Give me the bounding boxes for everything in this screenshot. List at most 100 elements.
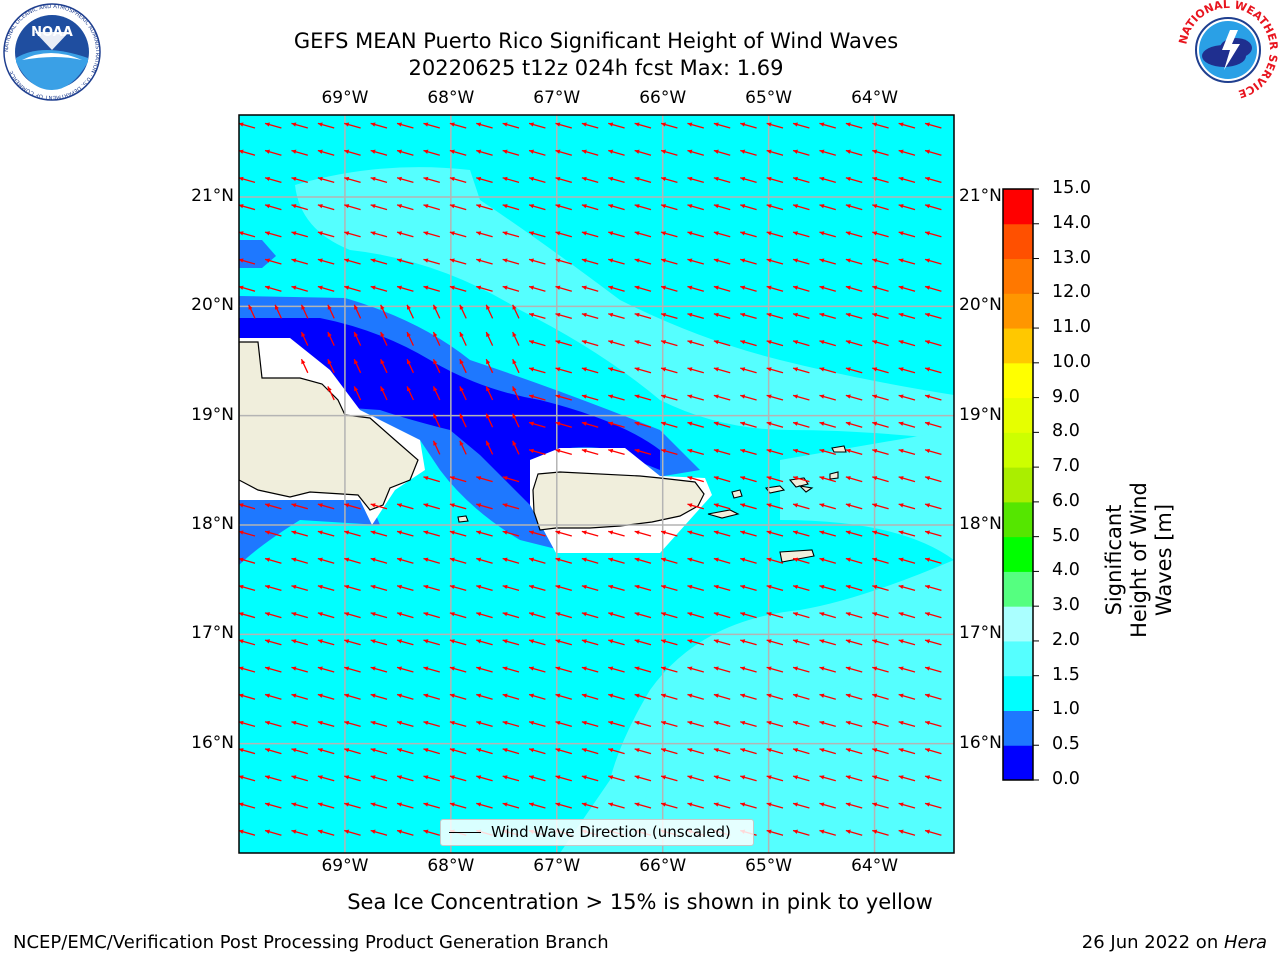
wave-direction-arrowhead bbox=[529, 748, 534, 753]
wave-direction-arrowhead bbox=[687, 666, 693, 671]
wave-direction-arrowhead bbox=[581, 775, 587, 780]
colorbar-level-label: 10.0 bbox=[1052, 351, 1091, 372]
wave-direction-arrowhead bbox=[354, 359, 359, 365]
wave-direction-arrowhead bbox=[713, 204, 719, 209]
wave-direction-arrowhead bbox=[423, 666, 429, 671]
wave-direction-arrowhead bbox=[634, 802, 640, 807]
wave-direction-arrowhead bbox=[740, 176, 746, 182]
wave-direction-arrowhead bbox=[872, 476, 878, 481]
wave-direction-arrowhead bbox=[370, 666, 376, 671]
wave-direction-arrowhead bbox=[512, 304, 517, 310]
wave-direction-arrowhead bbox=[766, 394, 772, 399]
wave-direction-arrowhead bbox=[555, 748, 561, 753]
wave-direction-arrowhead bbox=[423, 802, 429, 807]
wave-direction-arrowhead bbox=[661, 149, 666, 154]
lat-tick-label-left: 20°N bbox=[191, 295, 234, 316]
wave-direction-arrowhead bbox=[265, 285, 270, 290]
wave-direction-arrowhead bbox=[608, 693, 614, 698]
wave-direction-arrowhead bbox=[423, 829, 429, 834]
wave-direction-arrowhead bbox=[766, 639, 772, 644]
wave-direction-arrowhead bbox=[925, 204, 930, 209]
wave-direction-arrowhead bbox=[819, 829, 825, 834]
wave-direction-arrowhead bbox=[845, 476, 851, 481]
wave-direction-arrowhead bbox=[291, 829, 297, 834]
wave-direction-arrowhead bbox=[291, 231, 297, 236]
wave-direction-arrowhead bbox=[344, 149, 350, 154]
colorbar-segment bbox=[1003, 745, 1033, 781]
colorbar-level-label: 0.0 bbox=[1052, 769, 1080, 789]
wave-direction-arrowhead bbox=[740, 748, 746, 753]
wave-direction-arrowhead bbox=[608, 448, 614, 454]
wave-direction-arrowhead bbox=[397, 639, 402, 644]
wave-direction-arrowhead bbox=[397, 530, 402, 535]
wave-direction-arrowhead bbox=[661, 312, 666, 318]
legend-line-sample bbox=[449, 832, 481, 833]
wave-direction-arrowhead bbox=[581, 584, 587, 590]
wave-direction-arrowhead bbox=[291, 122, 297, 127]
wave-direction-arrowhead bbox=[661, 557, 666, 562]
wave-direction-arrowhead bbox=[608, 557, 614, 562]
wave-direction-arrowhead bbox=[291, 557, 297, 562]
wave-direction-arrowhead bbox=[608, 149, 614, 154]
wave-direction-arrowhead bbox=[661, 394, 666, 399]
colorbar-frame bbox=[1002, 188, 1034, 781]
wave-direction-arrowhead bbox=[608, 394, 614, 399]
wave-direction-arrowhead bbox=[397, 204, 402, 209]
wave-direction-arrowhead bbox=[872, 530, 878, 535]
colorbar-level-label: 4.0 bbox=[1052, 560, 1080, 581]
wave-direction-arrowhead bbox=[634, 231, 640, 236]
wave-direction-arrowhead bbox=[819, 231, 825, 236]
colorbar-level-label: 7.0 bbox=[1052, 456, 1080, 477]
wave-direction-arrowhead bbox=[581, 530, 587, 535]
map-legend: Wind Wave Direction (unscaled) bbox=[440, 819, 754, 846]
wave-direction-arrowhead bbox=[819, 775, 825, 780]
wave-direction-arrowhead bbox=[793, 149, 798, 154]
wave-direction-arrowhead bbox=[766, 612, 772, 617]
wave-direction-arrowhead bbox=[555, 394, 561, 399]
wave-direction-arrowhead bbox=[486, 304, 491, 310]
wave-direction-arrowhead bbox=[793, 639, 798, 644]
wave-direction-arrowhead bbox=[925, 312, 930, 318]
wave-direction-arrowhead bbox=[344, 557, 350, 562]
lon-tick-label-bottom: 66°W bbox=[639, 856, 687, 876]
lat-tick-label-right: 20°N bbox=[959, 295, 1002, 316]
wave-direction-arrowhead bbox=[608, 258, 614, 263]
wave-direction-arrowhead bbox=[476, 122, 482, 127]
wave-direction-arrowhead bbox=[291, 802, 297, 807]
wave-direction-arrowhead bbox=[581, 666, 587, 671]
wave-direction-arrowhead bbox=[661, 802, 666, 807]
wave-direction-arrowhead bbox=[317, 557, 323, 562]
wave-direction-arrowhead bbox=[344, 748, 350, 753]
wave-direction-arrowhead bbox=[555, 612, 561, 617]
wave-direction-arrowhead bbox=[661, 748, 666, 753]
wave-direction-arrowhead bbox=[766, 530, 772, 535]
wave-direction-arrowhead bbox=[819, 557, 825, 562]
wave-direction-arrowhead bbox=[713, 258, 719, 263]
wave-direction-arrowhead bbox=[661, 231, 666, 236]
wave-direction-arrowhead bbox=[872, 448, 878, 454]
wave-direction-arrowhead bbox=[634, 720, 640, 726]
wave-direction-arrowhead bbox=[555, 639, 561, 644]
wave-direction-arrowhead bbox=[581, 693, 587, 698]
wave-direction-arrowhead bbox=[925, 149, 930, 154]
wave-direction-arrowhead bbox=[661, 639, 666, 644]
wave-direction-arrowhead bbox=[872, 122, 878, 127]
wave-direction-arrowhead bbox=[872, 720, 878, 726]
wave-direction-arrowhead bbox=[740, 584, 746, 590]
wave-direction-arrowhead bbox=[317, 258, 323, 263]
wave-direction-arrowhead bbox=[713, 448, 719, 454]
wave-direction-arrowhead bbox=[423, 720, 429, 726]
wave-direction-arrowhead bbox=[476, 204, 482, 209]
wave-direction-arrowhead bbox=[317, 829, 323, 834]
wave-direction-arrowhead bbox=[397, 748, 402, 753]
colorbar-segment bbox=[1003, 501, 1033, 538]
wave-direction-arrowhead bbox=[529, 394, 534, 399]
wave-direction-arrowhead bbox=[925, 476, 930, 481]
wave-direction-arrowhead bbox=[555, 666, 561, 671]
wave-direction-arrowhead bbox=[819, 666, 825, 671]
wave-direction-arrowhead bbox=[529, 231, 534, 236]
lat-tick-label-left: 16°N bbox=[191, 732, 234, 753]
wave-direction-arrowhead bbox=[898, 231, 904, 236]
wave-direction-arrowhead bbox=[766, 557, 772, 562]
